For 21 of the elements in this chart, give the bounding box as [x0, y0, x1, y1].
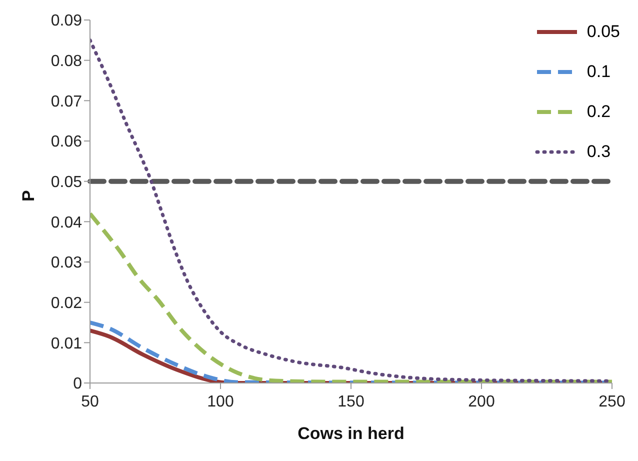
x-axis-title: Cows in herd [298, 424, 404, 443]
legend-label: 0.05 [586, 22, 620, 42]
legend-label: 0.1 [586, 62, 611, 82]
x-tick-label: 250 [598, 393, 626, 410]
y-tick-label: 0.09 [50, 12, 82, 30]
legend-label: 0.2 [586, 102, 611, 122]
x-tick-label: 50 [81, 393, 99, 410]
y-tick-label: 0 [73, 376, 82, 393]
y-tick-label: 0.06 [50, 134, 82, 151]
y-tick-label: 0.07 [50, 93, 82, 110]
y-tick-label: 0.01 [50, 335, 82, 352]
x-tick-label: 100 [207, 393, 234, 410]
y-tick-label: 0.02 [50, 295, 82, 312]
y-tick-label: 0.03 [50, 254, 82, 272]
legend-label: 0.3 [586, 142, 611, 162]
y-tick-label: 0.08 [50, 53, 82, 70]
y-axis-title: P [19, 190, 38, 202]
x-tick-label: 150 [338, 393, 364, 410]
y-tick-label: 0.05 [50, 174, 82, 192]
x-tick-label: 200 [468, 393, 495, 410]
y-tick-label: 0.04 [50, 214, 82, 232]
